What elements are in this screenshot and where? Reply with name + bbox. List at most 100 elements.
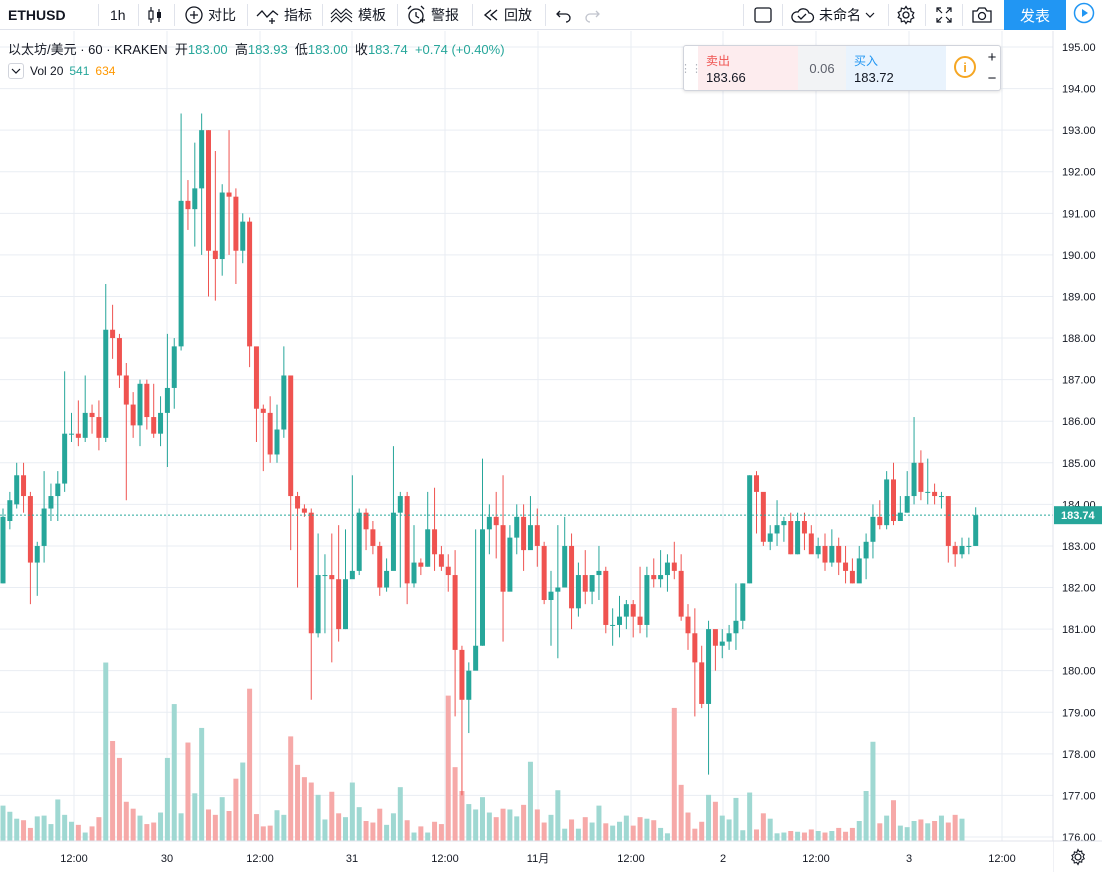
candle-body (617, 616, 622, 625)
templates-button[interactable]: 模板 (330, 0, 386, 29)
candle-body (891, 479, 896, 521)
candle (534, 508, 540, 567)
toolbar-divider (138, 4, 139, 26)
symbol-search-button[interactable]: ETHUSD (8, 6, 66, 23)
layout-name-button[interactable]: 未命名 (789, 0, 875, 29)
candle (569, 533, 575, 630)
volume-bar (754, 829, 759, 841)
undo-button[interactable] (555, 0, 573, 29)
candle (96, 400, 102, 451)
candle-body (500, 525, 506, 592)
compare-label: 对比 (208, 6, 236, 23)
play-button[interactable] (1066, 0, 1102, 30)
volume-bar (692, 828, 698, 841)
volume-bar (788, 831, 794, 841)
candle-body (34, 545, 40, 563)
candle (884, 471, 890, 530)
candle (870, 504, 876, 559)
volume-bar (822, 832, 828, 841)
volume-bar (370, 822, 376, 841)
settings-button[interactable] (896, 0, 916, 29)
snapshot-button[interactable] (971, 0, 993, 29)
candle-body (0, 516, 6, 584)
replay-button[interactable]: 回放 (482, 0, 532, 29)
candle-body (788, 521, 794, 555)
candle (178, 113, 184, 351)
candle (425, 491, 431, 567)
candles-icon (146, 6, 164, 24)
candle (712, 629, 718, 671)
candle-body (315, 575, 321, 634)
indicators-button[interactable]: 指标 (256, 0, 312, 29)
decrease-quantity-button[interactable]: − (987, 70, 997, 87)
volume-bar (363, 821, 369, 841)
candle (418, 558, 424, 576)
axis-settings-button[interactable] (1071, 848, 1085, 866)
candle-body (795, 521, 801, 555)
candle-body (14, 475, 20, 505)
collapse-legend-button[interactable] (8, 63, 24, 79)
candle-body (151, 417, 157, 434)
legend-open: 183.00 (187, 42, 228, 57)
candle (349, 475, 355, 580)
candle-body (925, 491, 931, 493)
sell-button[interactable]: 卖出 183.66 (698, 46, 798, 90)
candle (137, 379, 143, 447)
volume-bar (726, 819, 732, 841)
candle-body (343, 579, 348, 630)
chart-style-button[interactable] (146, 0, 164, 29)
price-tick-label: 179.00 (1062, 707, 1096, 719)
candle (500, 475, 506, 642)
candle (836, 537, 842, 576)
interval-button[interactable]: 1h (110, 6, 126, 23)
candle (48, 483, 54, 521)
candle-body (589, 575, 595, 592)
candle-body (774, 525, 780, 534)
cloud-icon (789, 6, 815, 24)
candle (322, 554, 328, 634)
candle (877, 500, 883, 530)
candle-body (596, 570, 602, 576)
increase-quantity-button[interactable]: + (987, 49, 997, 66)
volume-bar (247, 688, 253, 841)
candle (432, 487, 438, 571)
price-tick-label: 192.00 (1062, 167, 1096, 179)
compare-button[interactable]: 对比 (184, 0, 236, 29)
candle (240, 213, 246, 264)
publish-button[interactable]: 发表 (1004, 0, 1066, 30)
candle (7, 491, 13, 530)
drag-handle-icon[interactable]: ⋮⋮ (680, 62, 702, 75)
candle-body (959, 545, 965, 555)
candle (932, 483, 938, 505)
candle (582, 550, 588, 605)
volume-bar (192, 793, 198, 841)
volume-bar (14, 818, 20, 841)
candle-body (966, 545, 972, 547)
toolbar-divider (925, 4, 926, 26)
candle-body (356, 512, 362, 571)
volume-bar (301, 777, 307, 841)
candle-body (726, 633, 732, 642)
candle-body (808, 533, 814, 555)
alert-button[interactable]: 警报 (405, 0, 459, 29)
fullscreen-square-button[interactable] (753, 0, 773, 29)
volume-bar (480, 797, 485, 841)
redo-button[interactable] (583, 0, 601, 29)
volume-bar (171, 704, 177, 841)
volume-bar (288, 736, 294, 841)
candle-body (82, 412, 88, 438)
fullscreen-button[interactable] (934, 0, 954, 29)
buy-button[interactable]: 买入 183.72 (846, 46, 946, 90)
candle (123, 363, 129, 501)
info-icon[interactable]: i (954, 56, 976, 78)
time-tick-label: 12:00 (246, 853, 274, 865)
candle (151, 383, 157, 438)
price-chart[interactable]: 176.00 177.00 178.00 179.00 180.00 181.00 182.… (0, 31, 1102, 872)
candle-body (582, 575, 588, 592)
volume-bar (795, 831, 801, 841)
volume-bar (507, 809, 513, 841)
alert-label: 警报 (431, 6, 459, 23)
price-tick-label: 183.00 (1062, 541, 1096, 553)
price-tick-label: 182.00 (1062, 583, 1096, 595)
replay-label: 回放 (504, 6, 532, 23)
